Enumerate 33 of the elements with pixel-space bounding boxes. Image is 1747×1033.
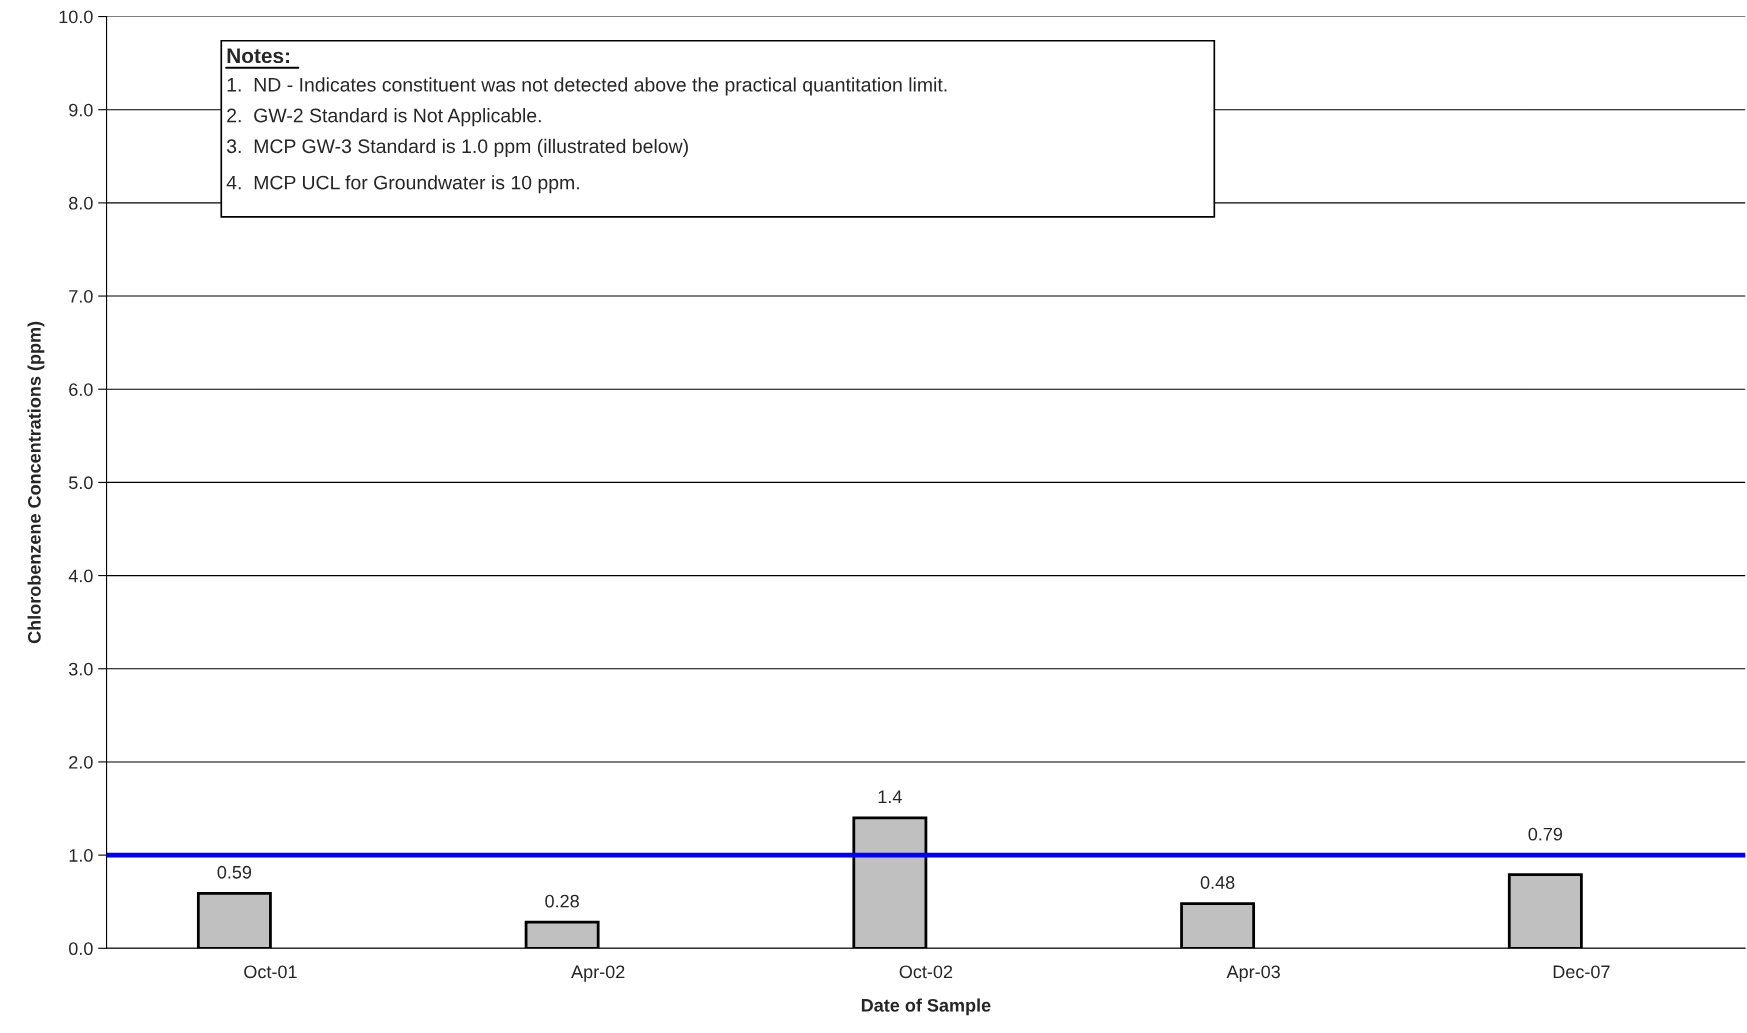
y-tick-label: 10.0 xyxy=(59,10,93,24)
bar xyxy=(1180,902,1256,949)
y-tick-label: 0.0 xyxy=(68,942,93,956)
y-axis-title: Chlorobenzene Concentrations (ppm) xyxy=(27,321,45,644)
y-tick-label: 7.0 xyxy=(69,289,93,303)
data-label: 0.28 xyxy=(545,894,579,908)
bar xyxy=(524,920,600,949)
y-tick-label: 1.0 xyxy=(69,849,93,862)
y-tick-label: 5.0 xyxy=(69,476,93,490)
data-label: 0.79 xyxy=(1528,827,1563,841)
x-tick-label: Apr-03 xyxy=(1226,965,1280,982)
y-tick-label: 6.0 xyxy=(69,383,93,396)
annotation: 4. MCP UCL for Groundwater is 10 ppm. xyxy=(226,175,579,194)
y-tick-label: 9.0 xyxy=(69,103,93,117)
x-tick-label: Oct-01 xyxy=(244,965,297,979)
x-tick-label: Dec-07 xyxy=(1553,965,1610,979)
y-tick-label: 4.0 xyxy=(68,569,93,583)
data-label: 1.4 xyxy=(878,790,902,803)
x-tick-label: Apr-02 xyxy=(571,965,625,982)
annotation: 2. GW-2 Standard is Not Applicable. xyxy=(227,108,541,127)
x-tick-label: Oct-02 xyxy=(899,965,953,979)
y-tick-label: 8.0 xyxy=(69,196,93,210)
y-tick-label: 3.0 xyxy=(68,662,93,676)
x-axis-title: Date of Sample xyxy=(861,998,991,1016)
bar xyxy=(852,816,928,949)
data-label: 0.59 xyxy=(217,865,252,879)
data-label: 0.48 xyxy=(1200,876,1235,889)
annotation: Notes: xyxy=(227,48,290,64)
bar xyxy=(196,891,272,949)
annotation: 3. MCP GW-3 Standard is 1.0 ppm (illustrated below) xyxy=(226,138,688,157)
y-tick-label: 2.0 xyxy=(69,755,93,769)
bar xyxy=(1507,873,1583,949)
annotation: 1. ND - Indicates constituent was not detected above the practical quantitation limit. xyxy=(227,77,947,96)
